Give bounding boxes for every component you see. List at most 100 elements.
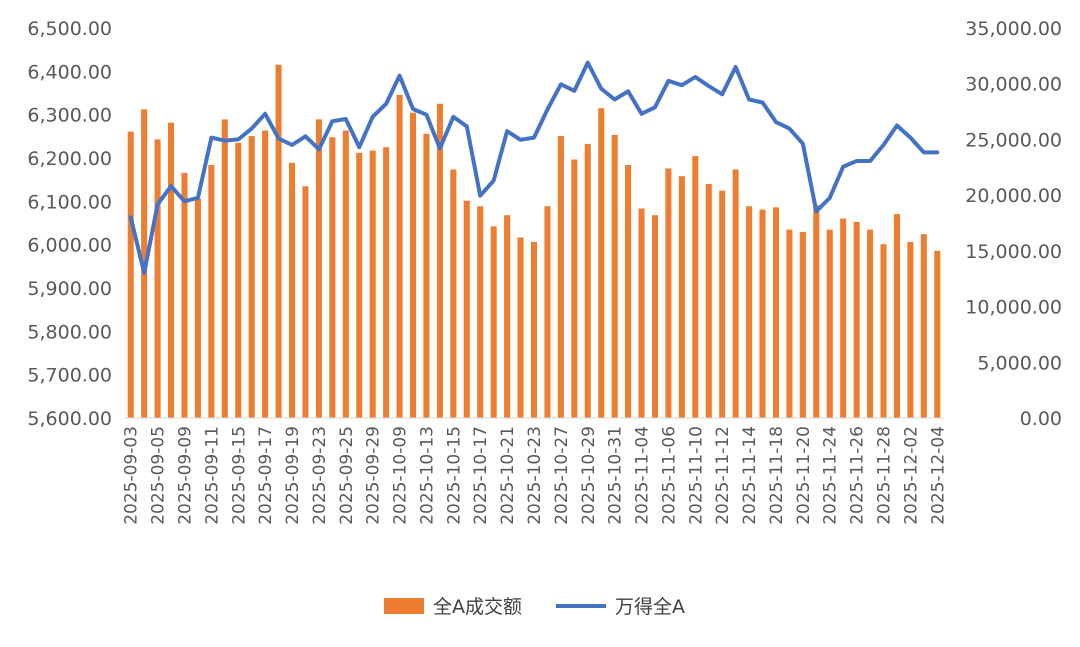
x-tick-label: 2025-10-13 <box>417 426 437 525</box>
bar-2025-09-15 <box>235 142 242 418</box>
bar-2025-10-20 <box>490 226 497 418</box>
legend: 全A成交额 万得全A <box>384 596 685 618</box>
bar-2025-10-13 <box>423 133 430 419</box>
x-tick-label: 2025-12-02 <box>901 426 921 525</box>
bar-2025-11-11 <box>705 184 712 418</box>
bar-2025-10-28 <box>571 159 578 419</box>
bar-2025-09-09 <box>181 172 188 418</box>
y-left-tick-label: 5,900.00 <box>27 278 112 300</box>
bar-2025-09-08 <box>168 122 175 419</box>
bar-2025-11-10 <box>692 156 699 418</box>
x-tick-label: 2025-09-05 <box>149 426 169 525</box>
x-tick-label: 2025-10-31 <box>606 426 626 525</box>
x-tick-label: 2025-10-09 <box>391 426 411 525</box>
y-left-tick-label: 6,200.00 <box>27 148 112 170</box>
bar-2025-11-18 <box>772 207 779 418</box>
x-tick-label: 2025-09-03 <box>122 426 142 525</box>
bar-2025-11-19 <box>786 229 793 418</box>
x-tick-label: 2025-10-23 <box>525 426 545 525</box>
y-left-tick-label: 5,800.00 <box>27 321 112 343</box>
bar-2025-12-01 <box>893 214 900 418</box>
y-axis-right: 0.00 5,000.00 10,000.00 15,000.00 20,000.00 2… <box>965 18 1062 430</box>
bar-2025-09-10 <box>194 198 201 418</box>
bar-2025-09-30 <box>383 147 390 419</box>
bar-2025-10-23 <box>530 241 538 418</box>
bar-2025-11-14 <box>746 206 753 418</box>
bar-2025-11-07 <box>678 176 685 418</box>
x-tick-label: 2025-11-14 <box>740 426 760 525</box>
bar-2025-11-12 <box>719 190 726 418</box>
x-tick-label: 2025-11-06 <box>659 426 679 525</box>
bar-2025-10-21 <box>504 215 511 418</box>
bar-2025-10-15 <box>450 169 457 418</box>
y-right-tick-label: 0.00 <box>1020 408 1062 430</box>
bar-2025-10-29 <box>584 143 591 418</box>
x-tick-label: 2025-10-21 <box>498 426 518 525</box>
bar-2025-11-21 <box>813 205 820 418</box>
x-tick-label: 2025-09-23 <box>310 426 330 525</box>
y-axis-left: 5,600.00 5,700.00 5,800.00 5,900.00 6,000.00… <box>27 18 112 430</box>
x-tick-label: 2025-10-29 <box>579 426 599 525</box>
y-left-tick-label: 6,400.00 <box>27 61 112 83</box>
bar-2025-09-05 <box>154 139 161 418</box>
bar-2025-09-16 <box>248 136 255 418</box>
bar-2025-12-02 <box>907 241 914 418</box>
y-left-tick-label: 6,300.00 <box>27 105 112 127</box>
x-tick-label: 2025-11-24 <box>821 426 841 525</box>
bar-series-turnover <box>127 64 941 419</box>
bar-2025-09-29 <box>369 150 376 418</box>
x-tick-label: 2025-11-10 <box>686 426 706 525</box>
bar-2025-10-10 <box>409 112 417 418</box>
y-right-tick-label: 25,000.00 <box>965 129 1062 151</box>
x-tick-label: 2025-11-20 <box>794 426 814 525</box>
y-left-tick-label: 6,000.00 <box>27 235 112 257</box>
bar-2025-11-13 <box>732 169 739 418</box>
x-tick-label: 2025-10-27 <box>552 426 572 525</box>
bar-2025-09-18 <box>275 64 282 419</box>
bar-2025-11-17 <box>759 209 766 418</box>
y-left-tick-label: 6,100.00 <box>27 191 112 213</box>
bar-2025-11-03 <box>625 165 632 418</box>
y-left-tick-label: 5,700.00 <box>27 365 112 387</box>
bar-2025-09-24 <box>329 137 336 418</box>
x-axis: 2025-09-03 2025-09-05 2025-09-09 2025-09-11… <box>122 426 949 525</box>
x-tick-label: 2025-09-25 <box>337 426 357 525</box>
bar-2025-11-27 <box>867 229 874 418</box>
x-tick-label: 2025-09-19 <box>283 426 303 525</box>
x-tick-label: 2025-10-15 <box>444 426 464 525</box>
x-tick-label: 2025-11-12 <box>713 426 733 525</box>
y-right-tick-label: 20,000.00 <box>965 185 1062 207</box>
y-right-tick-label: 15,000.00 <box>965 241 1062 263</box>
bar-2025-09-23 <box>315 119 322 419</box>
legend-swatch-bar <box>384 598 424 614</box>
bar-2025-12-04 <box>934 250 941 418</box>
bar-2025-11-28 <box>880 244 887 418</box>
bar-2025-11-25 <box>840 218 847 418</box>
x-tick-label: 2025-11-04 <box>633 426 653 525</box>
y-left-tick-label: 5,600.00 <box>27 408 112 430</box>
bar-2025-10-09 <box>396 94 403 419</box>
bar-2025-10-17 <box>477 206 484 418</box>
bar-2025-10-24 <box>544 206 551 418</box>
bar-2025-09-03 <box>127 131 134 418</box>
bar-2025-10-30 <box>598 108 605 418</box>
bar-2025-11-06 <box>665 168 672 418</box>
bar-2025-09-12 <box>221 119 228 419</box>
x-tick-label: 2025-11-18 <box>767 426 787 525</box>
legend-label-line: 万得全A <box>615 596 685 618</box>
bar-2025-10-31 <box>611 134 618 418</box>
y-right-tick-label: 10,000.00 <box>965 297 1062 319</box>
x-tick-label: 2025-10-17 <box>471 426 491 525</box>
x-tick-label: 2025-09-09 <box>175 426 195 525</box>
legend-label-bar: 全A成交额 <box>433 596 522 618</box>
x-tick-label: 2025-11-26 <box>848 426 868 525</box>
y-right-tick-label: 5,000.00 <box>977 352 1062 374</box>
bar-2025-09-22 <box>302 186 309 418</box>
y-right-tick-label: 30,000.00 <box>965 74 1062 96</box>
x-tick-label: 2025-12-04 <box>928 426 948 525</box>
x-tick-label: 2025-09-11 <box>202 426 222 525</box>
bar-2025-09-11 <box>208 165 215 418</box>
bar-2025-11-26 <box>853 221 860 418</box>
bar-2025-11-04 <box>638 208 645 418</box>
